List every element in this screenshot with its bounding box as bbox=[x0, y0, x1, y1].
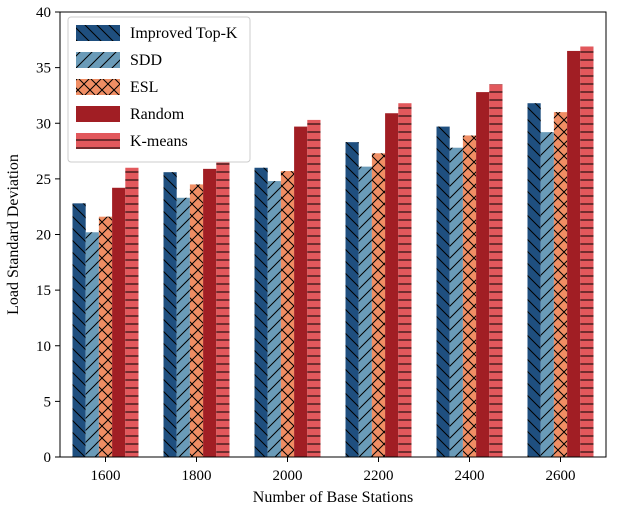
legend-swatch-hatch bbox=[76, 52, 120, 68]
legend-item-improved-top-k: Improved Top-K bbox=[76, 25, 238, 42]
y-tick-label: 35 bbox=[36, 61, 51, 77]
x-tick-label: 2000 bbox=[273, 468, 303, 484]
legend-label: Random bbox=[130, 106, 185, 123]
bar-k-means-1600 bbox=[125, 167, 139, 457]
y-tick-label: 20 bbox=[36, 228, 51, 244]
y-tick-label: 10 bbox=[36, 339, 51, 355]
bar-k-means-2400 bbox=[489, 84, 503, 457]
bar-esl-2200 bbox=[371, 153, 386, 457]
bar-esl-2600 bbox=[553, 112, 568, 457]
bar-sdd-1800 bbox=[176, 197, 190, 457]
legend-item-sdd: SDD bbox=[76, 52, 162, 69]
bar-sdd-2400 bbox=[449, 147, 463, 457]
bar-random-2600 bbox=[567, 50, 581, 457]
legend-swatch-hatch bbox=[76, 25, 120, 41]
legend-item-random: Random bbox=[76, 106, 185, 123]
bar-sdd-2000 bbox=[267, 181, 281, 457]
bar-random-1600 bbox=[112, 187, 126, 457]
y-tick-label: 15 bbox=[36, 283, 51, 299]
bar-esl-2000 bbox=[280, 171, 295, 457]
legend-item-k-means: K-means bbox=[76, 133, 188, 150]
y-tick-label: 5 bbox=[44, 394, 52, 410]
bar-k-means-2600 bbox=[580, 46, 594, 458]
x-tick-label: 2200 bbox=[364, 468, 394, 484]
legend-label: SDD bbox=[130, 52, 162, 69]
legend: Improved Top-K SDD ESL Random K-means bbox=[67, 16, 251, 163]
bar-k-means-1800 bbox=[216, 155, 230, 457]
legend-swatch bbox=[76, 106, 120, 122]
bar-improved-top-k-1800 bbox=[163, 172, 177, 457]
y-axis-title: Load Standard Deviation bbox=[5, 154, 22, 315]
x-tick-label: 1800 bbox=[182, 468, 212, 484]
bar-k-means-2200 bbox=[398, 103, 412, 457]
x-tick-label: 2400 bbox=[455, 468, 485, 484]
legend-label: Improved Top-K bbox=[130, 25, 238, 42]
bar-k-means-2000 bbox=[307, 119, 321, 457]
y-tick-label: 0 bbox=[44, 450, 52, 466]
y-tick-label: 40 bbox=[36, 5, 51, 21]
bar-esl-1800 bbox=[189, 184, 204, 457]
bar-improved-top-k-2400 bbox=[436, 126, 450, 458]
bar-improved-top-k-2200 bbox=[345, 142, 359, 457]
bar-random-2000 bbox=[294, 126, 308, 458]
bar-random-1800 bbox=[203, 168, 217, 458]
legend-swatch-hatch bbox=[76, 133, 120, 149]
x-tick-label: 2600 bbox=[546, 468, 576, 484]
bar-improved-top-k-1600 bbox=[72, 203, 86, 457]
bar-improved-top-k-2600 bbox=[527, 103, 541, 457]
bar-improved-top-k-2000 bbox=[254, 167, 268, 457]
axes-layer: 0 5 10 15 20 25 30 35 40 1600 1800 2000 2200 2400 2600… bbox=[5, 5, 607, 506]
legend-label: ESL bbox=[130, 79, 158, 96]
x-axis-title: Number of Base Stations bbox=[253, 489, 413, 506]
x-tick-label: 1600 bbox=[91, 468, 121, 484]
bar-random-2200 bbox=[385, 113, 399, 458]
bars-layer bbox=[72, 46, 594, 458]
legend-label: K-means bbox=[130, 133, 188, 150]
bar-esl-2400 bbox=[462, 135, 477, 458]
legend-swatch-hatch bbox=[76, 79, 120, 95]
bar-esl-1600 bbox=[98, 216, 113, 457]
bar-random-2400 bbox=[476, 92, 490, 457]
bar-sdd-2200 bbox=[358, 166, 372, 457]
bar-sdd-1600 bbox=[85, 232, 99, 457]
legend-item-esl: ESL bbox=[76, 79, 158, 96]
bar-sdd-2600 bbox=[540, 132, 554, 457]
y-tick-label: 30 bbox=[36, 116, 51, 132]
y-tick-label: 25 bbox=[36, 172, 51, 188]
